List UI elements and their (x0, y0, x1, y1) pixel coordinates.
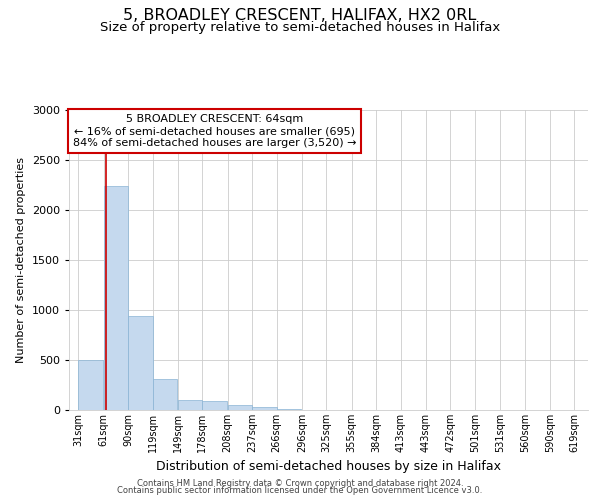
Bar (202, 401, 227, 410)
Bar (227, 404, 252, 410)
Text: 5 BROADLEY CRESCENT: 64sqm
← 16% of semi-detached houses are smaller (695)
84% o: 5 BROADLEY CRESCENT: 64sqm ← 16% of semi… (73, 114, 356, 148)
Bar (104, 186, 128, 410)
Bar (152, 379, 177, 410)
Bar (78, 360, 103, 410)
Bar (178, 400, 202, 410)
Bar (252, 407, 277, 410)
Text: Contains public sector information licensed under the Open Government Licence v3: Contains public sector information licen… (118, 486, 482, 495)
Text: 5, BROADLEY CRESCENT, HALIFAX, HX2 0RL: 5, BROADLEY CRESCENT, HALIFAX, HX2 0RL (124, 8, 476, 22)
Text: Size of property relative to semi-detached houses in Halifax: Size of property relative to semi-detach… (100, 21, 500, 34)
Bar (128, 316, 152, 410)
X-axis label: Distribution of semi-detached houses by size in Halifax: Distribution of semi-detached houses by … (156, 460, 501, 473)
Y-axis label: Number of semi-detached properties: Number of semi-detached properties (16, 157, 26, 363)
Bar (277, 408, 301, 410)
Text: Contains HM Land Registry data © Crown copyright and database right 2024.: Contains HM Land Registry data © Crown c… (137, 478, 463, 488)
